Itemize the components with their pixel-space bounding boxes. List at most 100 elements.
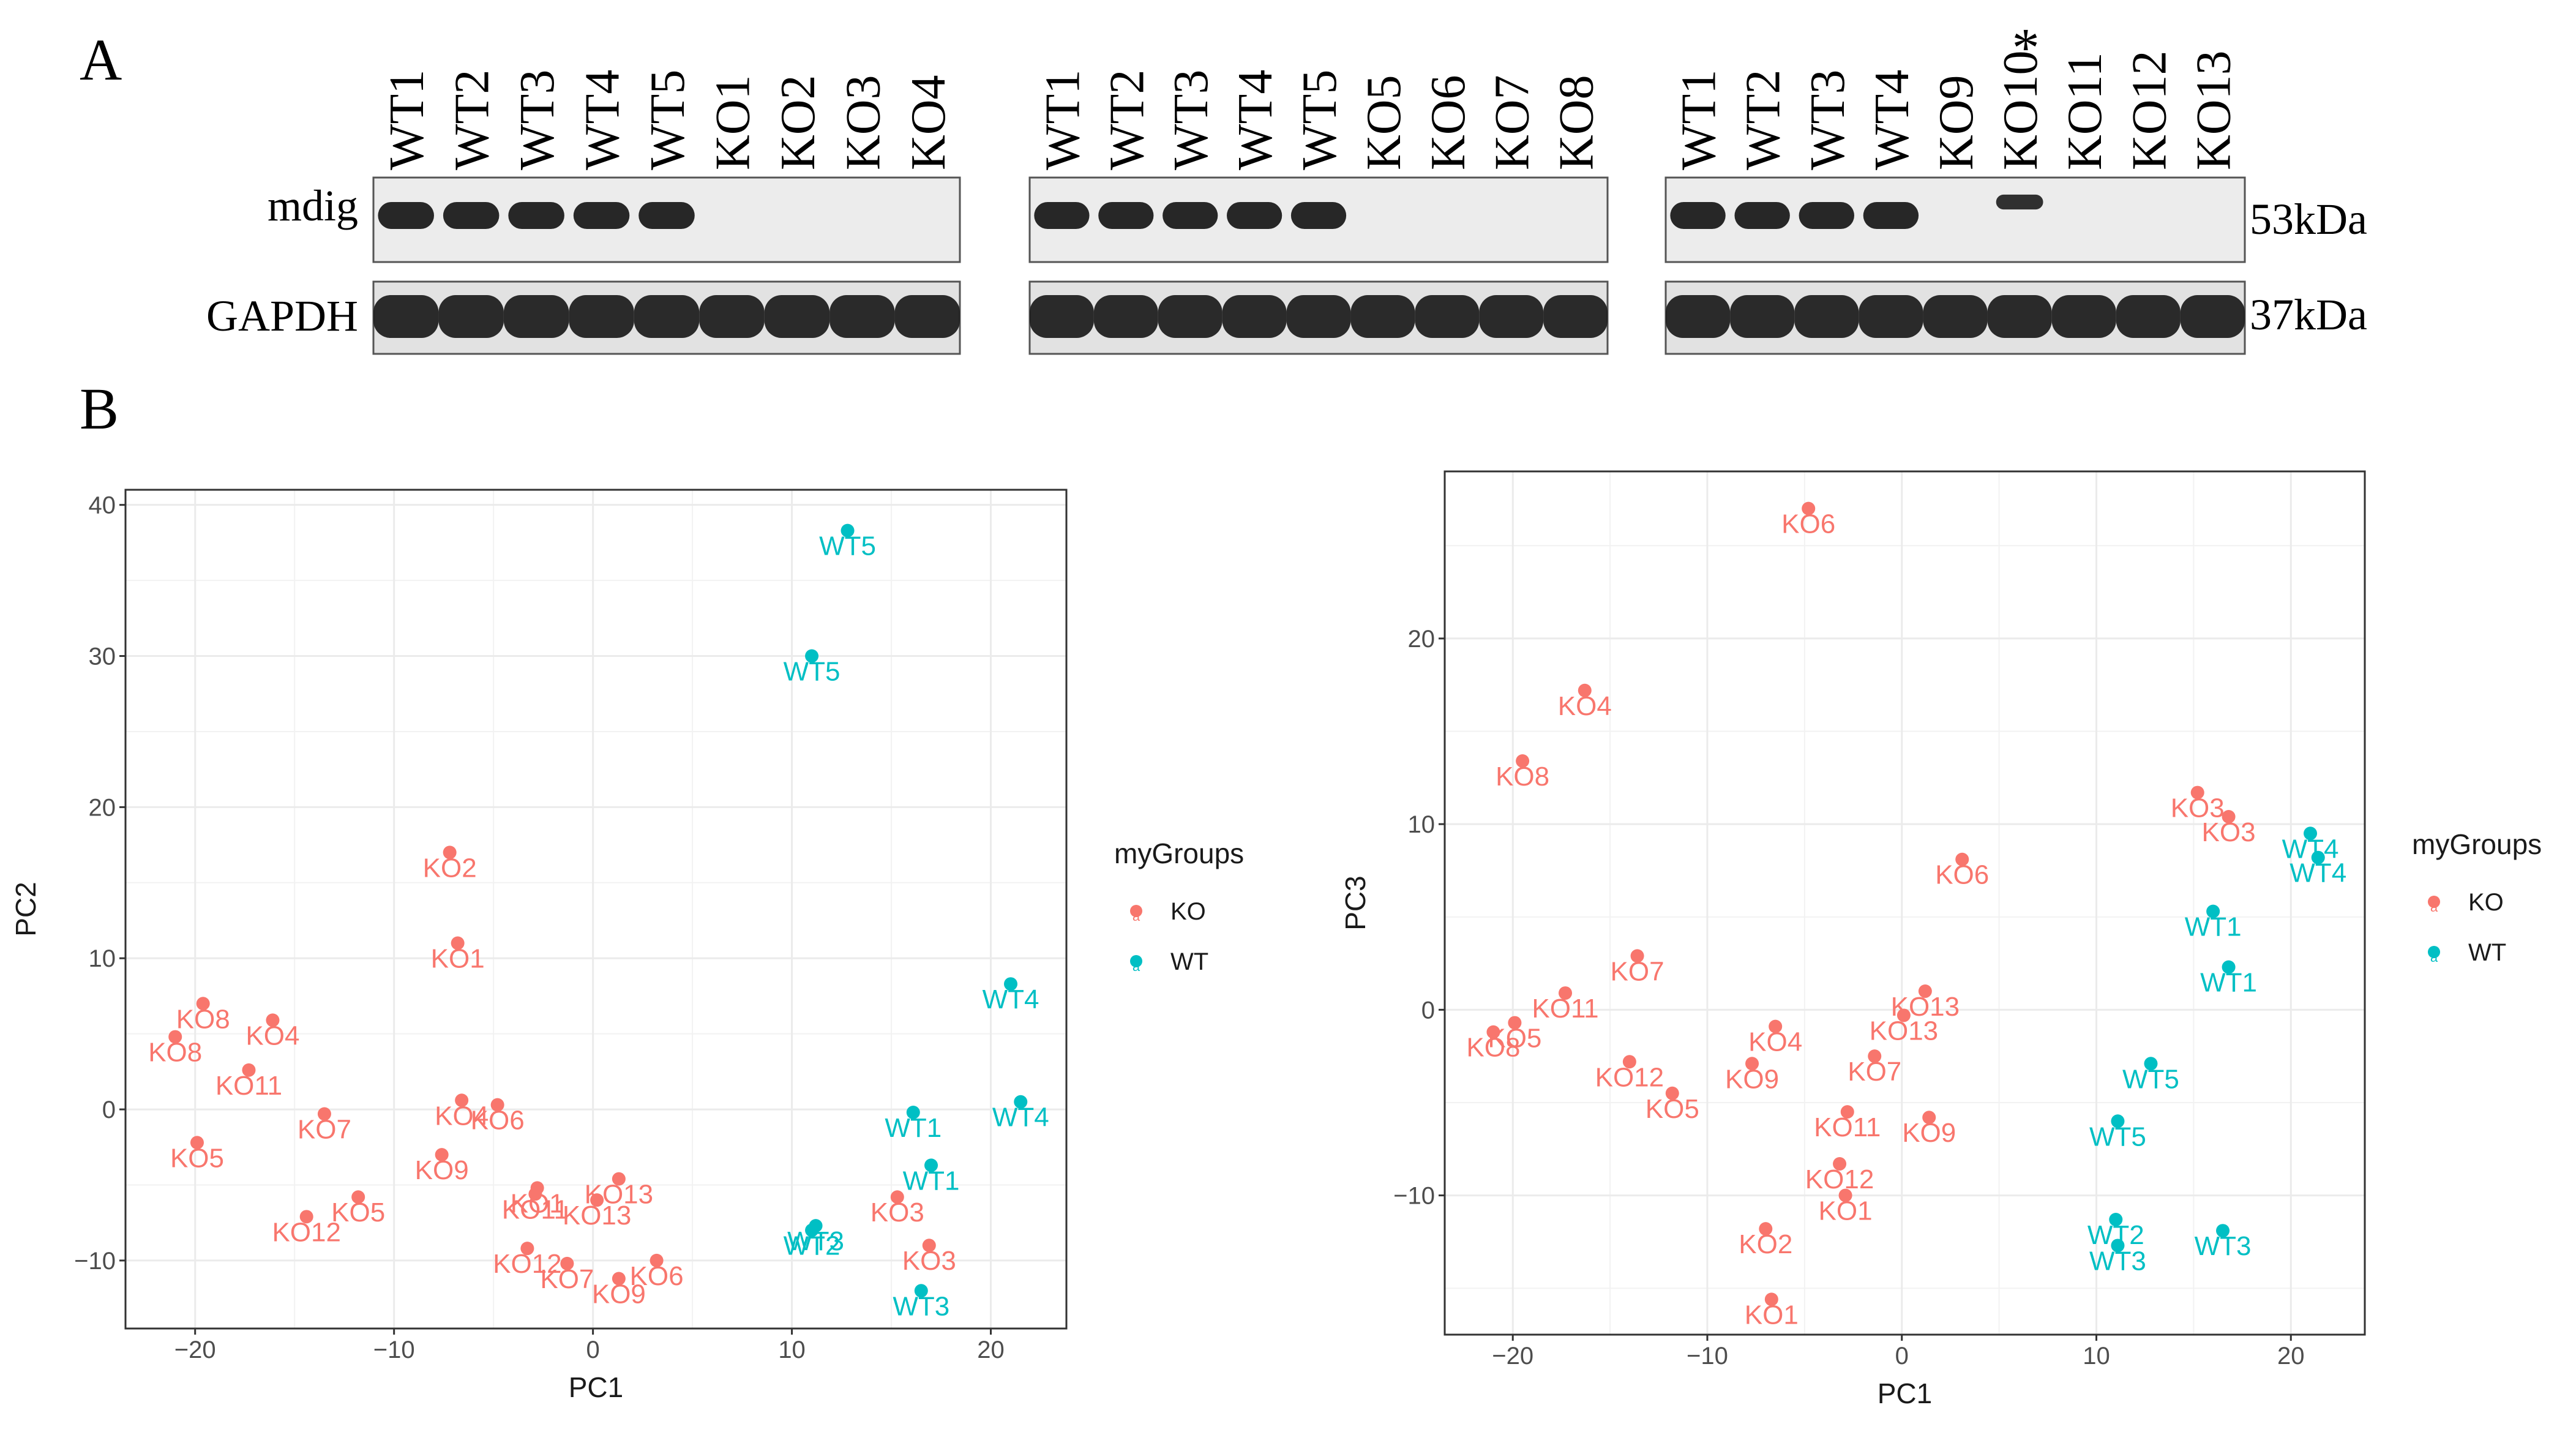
data-point [924, 1158, 938, 1172]
lane-label: KO10 [1994, 50, 2048, 170]
gapdh-band [1730, 295, 1795, 338]
legend-label: WT [1170, 948, 1208, 975]
data-point [190, 1136, 204, 1150]
data-point [2304, 826, 2318, 841]
lane-label: KO13 [2187, 50, 2241, 170]
legend-key-letter: a [2430, 899, 2438, 915]
lane-label: KO6 [1421, 75, 1475, 170]
point-label: KO7 [540, 1264, 594, 1294]
data-point [2111, 1114, 2125, 1128]
lane-label: KO5 [1357, 75, 1411, 170]
point-label: KO5 [1646, 1094, 1699, 1124]
data-point [1759, 1222, 1773, 1236]
point-label: KO1 [1745, 1300, 1799, 1330]
point-label: KO7 [1611, 956, 1664, 986]
point-label: KO9 [1725, 1064, 1779, 1094]
gapdh-band [634, 295, 700, 338]
point-label: KO5 [331, 1198, 385, 1227]
x-tick-label: 10 [2083, 1343, 2110, 1370]
data-point [435, 1148, 449, 1162]
y-tick-label: 30 [89, 643, 116, 670]
data-point [490, 1098, 504, 1112]
protein-label-mdig: mdig [268, 181, 358, 230]
x-tick-label: −20 [174, 1336, 216, 1363]
mdig-band [1227, 202, 1282, 229]
lane-label: KO1 [706, 75, 760, 170]
data-point [2111, 1239, 2125, 1253]
point-label: WT1 [903, 1166, 960, 1196]
mdig-band [1799, 202, 1854, 229]
data-point [1665, 1086, 1679, 1100]
gapdh-band [1350, 295, 1415, 338]
point-label: WT3 [893, 1291, 949, 1321]
data-point [1578, 683, 1592, 697]
legend-key [2428, 946, 2440, 958]
point-label: KO11 [1532, 994, 1598, 1024]
x-tick-label: 20 [2277, 1343, 2305, 1370]
point-label: WT2 [784, 1231, 841, 1261]
point-label: KO5 [170, 1143, 224, 1173]
point-label: KO9 [415, 1155, 469, 1185]
gapdh-band [699, 295, 765, 338]
point-label: KO1 [1819, 1196, 1873, 1226]
protein-label-gapdh: GAPDH [206, 291, 358, 340]
y-tick-label: 20 [1408, 626, 1436, 653]
y-tick-label: 20 [89, 794, 116, 821]
gapdh-band [438, 295, 504, 338]
gapdh-band [2180, 295, 2245, 338]
gapdh-band [1923, 295, 1988, 338]
point-label: KO11 [215, 1071, 282, 1101]
data-point [1486, 1025, 1500, 1039]
lane-label: KO11 [2058, 52, 2112, 170]
legend-label: KO [2468, 889, 2504, 916]
gapdh-band [373, 295, 439, 338]
gapdh-band [1415, 295, 1480, 338]
mdig-band [573, 202, 630, 229]
y-axis-title: PC2 [10, 882, 42, 936]
lane-label: WT3 [511, 70, 564, 170]
data-point [1769, 1019, 1783, 1033]
point-label: KO4 [435, 1101, 489, 1131]
y-tick-label: 10 [1408, 811, 1436, 838]
gapdh-band [2051, 295, 2116, 338]
point-label: KO4 [1748, 1027, 1802, 1057]
gapdh-band [1479, 295, 1544, 338]
y-tick-label: 40 [89, 492, 116, 519]
data-point [2222, 960, 2236, 974]
data-point [2222, 810, 2236, 823]
western-blots: WT1 WT2 WT3 WT4 WT5 KO1 KO2 KO3 KO4 WT1 WT2 WT3 WT4 W… [372, 18, 2246, 355]
pca-plot-pc1-pc3: −20 −10 0 10 20 −10 0 10 20 PC1 PC3 KO6 KO4 KO8 KO3KO3… [1339, 470, 2542, 1409]
data-point [650, 1253, 664, 1267]
data-point [612, 1272, 626, 1286]
panel-b-letter: B [80, 376, 119, 441]
lane-label: KO2 [771, 75, 825, 170]
data-point [922, 1239, 936, 1253]
point-label: KO2 [1739, 1229, 1792, 1259]
point-label: KO9 [592, 1280, 646, 1310]
lane-label: KO8 [1550, 75, 1604, 170]
point-label: WT1 [2185, 912, 2242, 942]
lane-label: WT1 [380, 70, 434, 170]
lane-label: KO9 [1930, 75, 1983, 170]
data-point [612, 1172, 626, 1186]
point-label: KO8 [1496, 762, 1549, 792]
data-point [560, 1256, 574, 1270]
y-axis-title: PC3 [1339, 875, 1371, 930]
point-label: KO1 [431, 944, 485, 974]
gapdh-band [894, 295, 960, 338]
mdig-band [1163, 202, 1218, 229]
mw-label-37kda: 37kDa [2250, 290, 2367, 339]
data-point [2109, 1213, 2123, 1226]
plot-border [1443, 470, 2366, 1336]
legend-key [1130, 905, 1142, 917]
lane-label: KO12 [2122, 50, 2176, 170]
point-label: WT5 [2122, 1064, 2179, 1094]
data-point [242, 1063, 256, 1077]
y-tick-label: 10 [89, 945, 116, 972]
data-point [1004, 977, 1018, 991]
y-tick-label: 0 [1421, 997, 1435, 1024]
gapdh-band [1543, 295, 1608, 338]
x-tick-label: −20 [1492, 1343, 1533, 1370]
data-point [805, 649, 819, 663]
y-tick-label: 0 [102, 1096, 116, 1123]
